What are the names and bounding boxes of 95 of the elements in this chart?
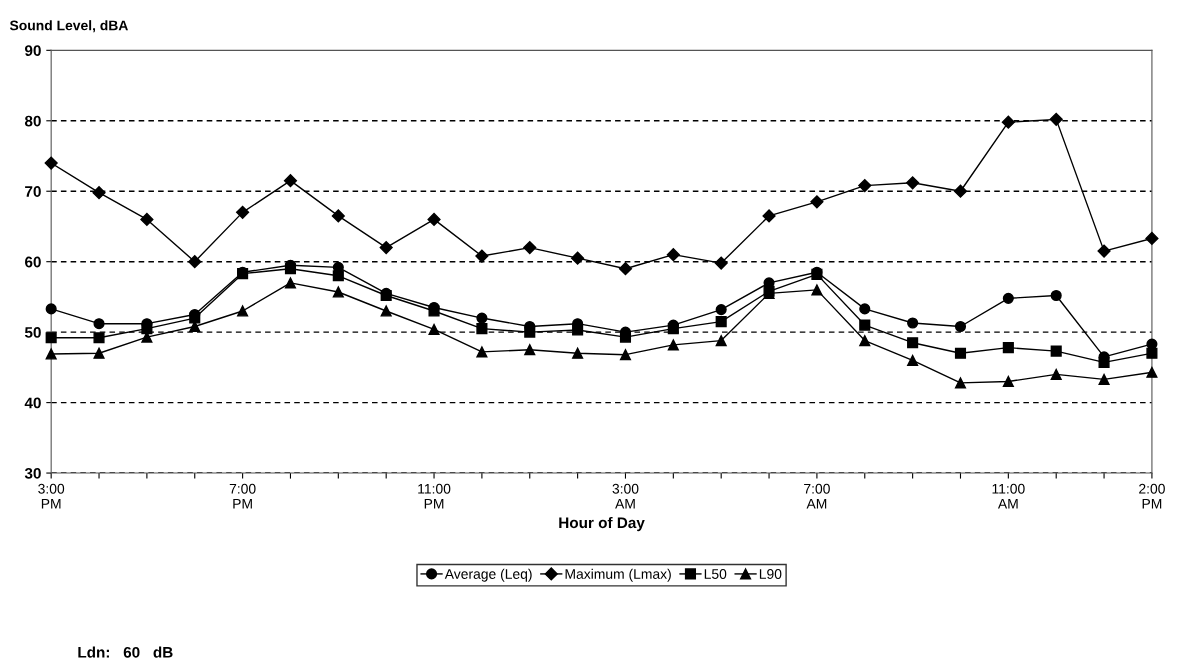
x-tick-label: 3:00 PM: [38, 483, 65, 509]
point: [45, 348, 57, 360]
point: [1002, 342, 1014, 354]
point: [954, 320, 967, 333]
point: [284, 263, 297, 275]
point: [332, 286, 344, 298]
point: [1097, 244, 1111, 258]
point: [44, 156, 58, 170]
y-tick-label: 70: [25, 186, 41, 197]
point: [666, 248, 680, 262]
point: [141, 323, 153, 335]
point: [954, 377, 967, 389]
point: [762, 209, 776, 223]
point: [715, 316, 727, 328]
x-axis-title: Hour of Day: [559, 516, 645, 532]
point: [188, 255, 202, 269]
point: [667, 323, 679, 335]
point: [380, 305, 392, 317]
y-tick-label: 30: [24, 467, 41, 479]
text: Ldn: 60 dB: [78, 646, 173, 658]
point: [523, 241, 537, 255]
point: [1146, 347, 1158, 359]
x-tick-label: 3:00 AM: [612, 483, 639, 509]
point: [906, 176, 920, 190]
point: [236, 205, 250, 219]
point: [428, 305, 440, 317]
point: [428, 323, 440, 335]
legend-label: Average (Leq): [444, 568, 532, 582]
legend-label: L50: [704, 569, 727, 579]
point: [45, 303, 57, 315]
point: [140, 212, 154, 227]
point: [715, 335, 727, 347]
point: [237, 305, 249, 317]
point: [93, 318, 105, 330]
point: [907, 317, 919, 329]
legend-label: L90: [759, 569, 782, 579]
point: [427, 212, 441, 227]
x-tick-label: 11:00 AM: [992, 483, 1025, 509]
x-tick-label: 11:00 PM: [418, 483, 451, 509]
y-tick-label: 50: [24, 327, 41, 338]
point: [189, 312, 201, 324]
point: [811, 284, 823, 296]
point: [524, 344, 536, 356]
point: [1050, 368, 1062, 380]
x-tick-label: 7:00 AM: [804, 483, 830, 509]
point: [907, 354, 919, 366]
point: [476, 346, 488, 358]
point: [45, 332, 57, 344]
point: [954, 347, 967, 359]
point: [1002, 375, 1014, 388]
point: [1002, 292, 1014, 304]
point: [1049, 112, 1063, 126]
point: [667, 339, 679, 351]
point: [93, 332, 105, 344]
point: [810, 195, 824, 209]
point: [859, 319, 871, 331]
point: [475, 249, 489, 263]
y-tick-label: 90: [24, 45, 41, 57]
point: [714, 256, 728, 270]
point: [619, 349, 632, 361]
point: [1145, 231, 1159, 246]
point: [379, 241, 393, 255]
point: [618, 262, 633, 276]
point: [332, 270, 344, 282]
point: [1098, 356, 1110, 368]
point: [524, 326, 536, 338]
x-tick-label: 2:00 PM: [1139, 483, 1165, 509]
point: [1098, 373, 1110, 385]
x-tick-label: 7:00 PM: [229, 483, 256, 509]
point: [92, 186, 106, 200]
point: [283, 174, 298, 188]
point: [907, 337, 919, 349]
point: [858, 179, 872, 193]
point: [572, 347, 584, 359]
point: [1146, 366, 1158, 378]
point: [476, 323, 488, 335]
point: [572, 324, 584, 336]
point: [715, 304, 727, 316]
point: [953, 184, 968, 198]
point: [859, 303, 871, 315]
point: [1050, 345, 1062, 357]
point: [571, 251, 585, 265]
y-tick-label: 80: [24, 115, 41, 127]
point: [619, 331, 632, 343]
point: [1050, 289, 1062, 302]
point: [859, 335, 871, 347]
legend-label: Maximum (Lmax): [565, 568, 671, 582]
point: [1001, 115, 1015, 129]
y-tick-label: 60: [25, 256, 41, 268]
y-axis-title: Sound Level, dBA: [9, 20, 128, 33]
point: [93, 347, 105, 359]
point: [331, 209, 345, 223]
y-tick-label: 40: [24, 397, 41, 409]
point: [284, 277, 297, 289]
point: [476, 312, 488, 324]
